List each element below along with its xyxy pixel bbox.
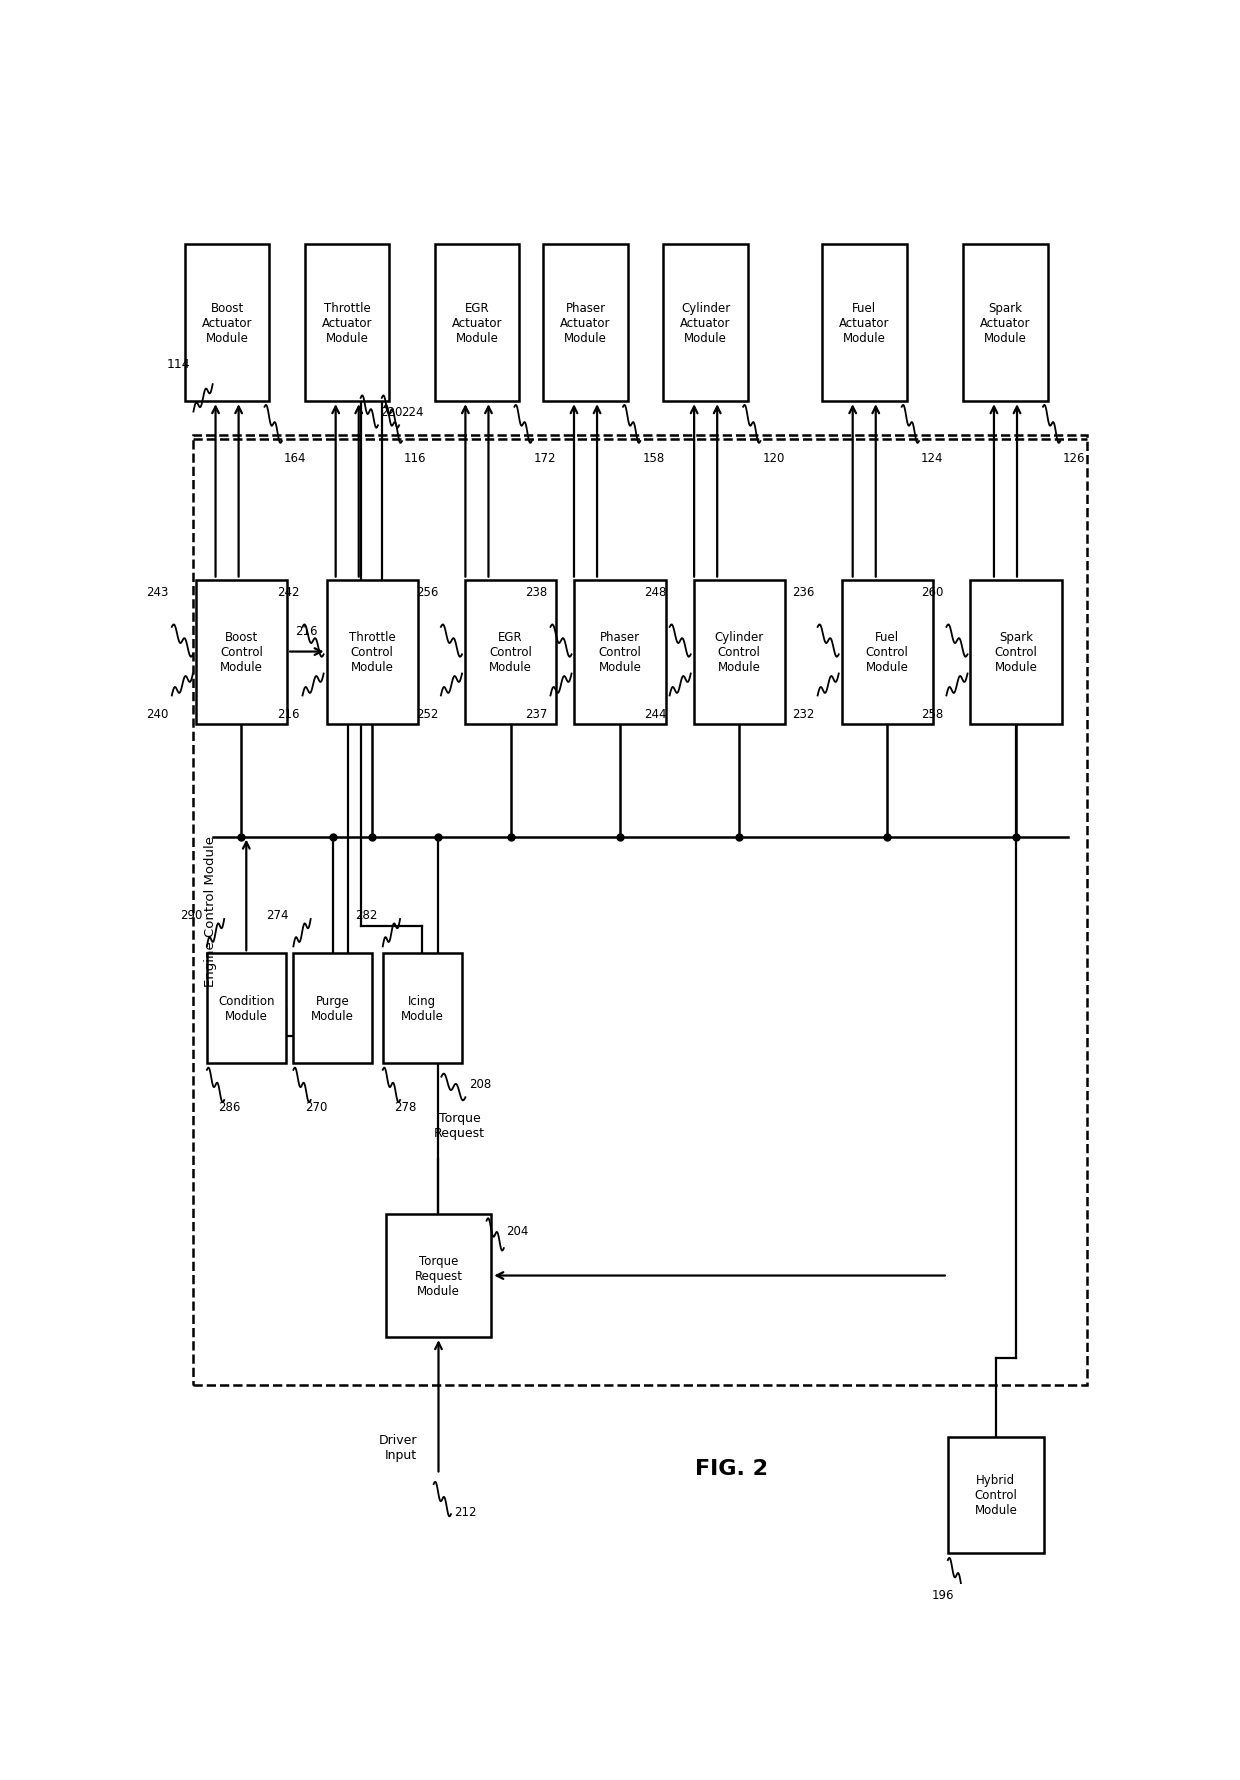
Text: 242: 242: [277, 586, 300, 598]
Text: 282: 282: [356, 910, 378, 922]
Bar: [947, 1436, 1044, 1554]
Text: 248: 248: [645, 586, 667, 598]
Text: Cylinder
Control
Module: Cylinder Control Module: [714, 630, 764, 673]
Text: 256: 256: [415, 586, 438, 598]
Text: Boost
Actuator
Module: Boost Actuator Module: [202, 303, 252, 345]
Text: Hybrid
Control
Module: Hybrid Control Module: [975, 1474, 1017, 1517]
Text: 204: 204: [506, 1225, 528, 1237]
Bar: [971, 580, 1061, 724]
Text: 114: 114: [166, 358, 190, 370]
Text: 244: 244: [645, 707, 667, 721]
Text: 216: 216: [295, 625, 319, 637]
Bar: [693, 580, 785, 724]
Text: 240: 240: [146, 707, 169, 721]
Bar: [574, 580, 666, 724]
Text: 164: 164: [284, 452, 306, 465]
Text: 278: 278: [394, 1100, 417, 1114]
Text: Engine Control Module: Engine Control Module: [205, 835, 217, 986]
Text: 236: 236: [792, 586, 815, 598]
Bar: [383, 954, 461, 1063]
Bar: [543, 244, 627, 402]
Text: EGR
Actuator
Module: EGR Actuator Module: [451, 303, 502, 345]
Text: 252: 252: [415, 707, 438, 721]
Text: FIG. 2: FIG. 2: [696, 1458, 768, 1477]
Text: 172: 172: [533, 452, 556, 465]
Text: Throttle
Control
Module: Throttle Control Module: [348, 630, 396, 673]
Text: Spark
Actuator
Module: Spark Actuator Module: [981, 303, 1030, 345]
Text: Torque
Request
Module: Torque Request Module: [414, 1255, 463, 1298]
Text: 120: 120: [763, 452, 785, 465]
Text: Spark
Control
Module: Spark Control Module: [994, 630, 1038, 673]
Bar: [193, 436, 1087, 1385]
Text: 238: 238: [526, 586, 548, 598]
Text: 232: 232: [792, 707, 815, 721]
Bar: [663, 244, 748, 402]
Bar: [465, 580, 557, 724]
Text: Boost
Control
Module: Boost Control Module: [219, 630, 263, 673]
Bar: [822, 244, 906, 402]
Bar: [196, 580, 288, 724]
Text: 124: 124: [921, 452, 944, 465]
Bar: [207, 954, 285, 1063]
Text: Icing
Module: Icing Module: [401, 995, 444, 1022]
Bar: [185, 244, 269, 402]
Text: 216: 216: [277, 707, 300, 721]
Bar: [386, 1214, 491, 1337]
Text: 274: 274: [267, 910, 289, 922]
Text: 260: 260: [921, 586, 944, 598]
Bar: [435, 244, 520, 402]
Text: 290: 290: [180, 910, 202, 922]
Text: 158: 158: [642, 452, 665, 465]
Bar: [842, 580, 932, 724]
Text: Torque
Request: Torque Request: [434, 1111, 485, 1139]
Text: 220: 220: [379, 406, 402, 418]
Text: 243: 243: [146, 586, 169, 598]
Text: 286: 286: [218, 1100, 241, 1114]
Text: Driver
Input: Driver Input: [379, 1433, 418, 1461]
Text: 208: 208: [469, 1077, 491, 1091]
Text: 196: 196: [931, 1588, 955, 1600]
Text: 212: 212: [454, 1506, 476, 1518]
Bar: [305, 244, 389, 402]
Text: Phaser
Actuator
Module: Phaser Actuator Module: [560, 303, 611, 345]
Text: 237: 237: [526, 707, 548, 721]
Text: Fuel
Actuator
Module: Fuel Actuator Module: [839, 303, 889, 345]
Text: Throttle
Actuator
Module: Throttle Actuator Module: [322, 303, 372, 345]
Text: 224: 224: [401, 406, 424, 418]
Bar: [326, 580, 418, 724]
Text: Phaser
Control
Module: Phaser Control Module: [599, 630, 641, 673]
Text: EGR
Control
Module: EGR Control Module: [489, 630, 532, 673]
Bar: [963, 244, 1048, 402]
Text: 126: 126: [1063, 452, 1085, 465]
Text: Fuel
Control
Module: Fuel Control Module: [866, 630, 909, 673]
Text: Cylinder
Actuator
Module: Cylinder Actuator Module: [681, 303, 730, 345]
Bar: [294, 954, 372, 1063]
Text: 116: 116: [404, 452, 427, 465]
Text: 258: 258: [921, 707, 944, 721]
Text: Purge
Module: Purge Module: [311, 995, 355, 1022]
Text: Condition
Module: Condition Module: [218, 995, 274, 1022]
Text: 270: 270: [305, 1100, 327, 1114]
